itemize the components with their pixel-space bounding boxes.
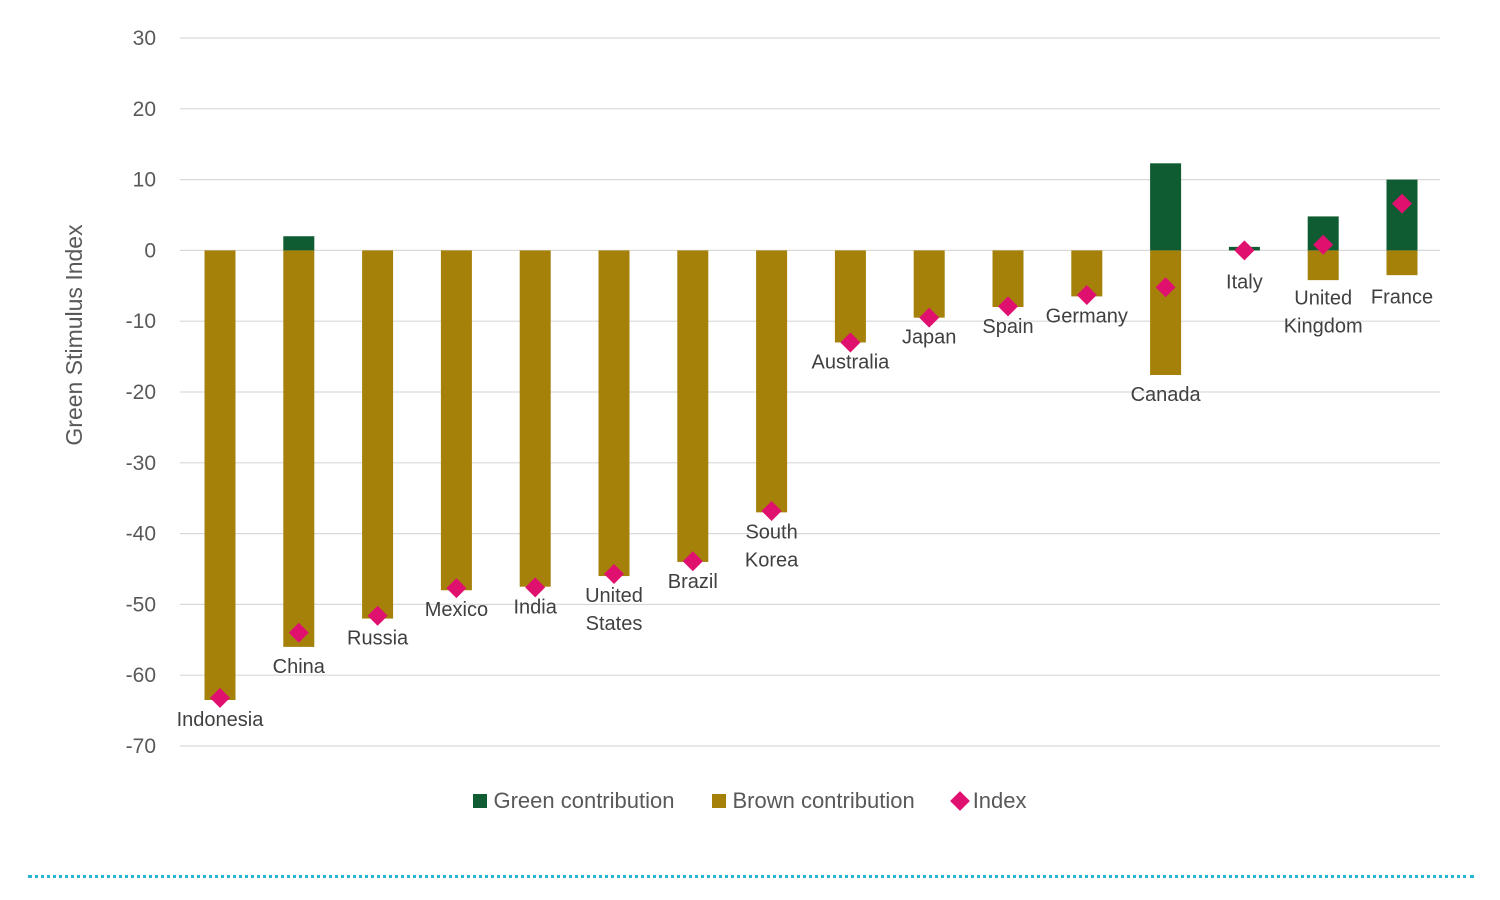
brown-bar <box>1150 250 1182 376</box>
legend-index-label: Index <box>972 788 1027 813</box>
category-label: Italy <box>1226 271 1263 293</box>
y-tick-label: -60 <box>126 664 156 687</box>
index-marker <box>1234 240 1255 261</box>
legend-index[interactable]: Index <box>949 788 1027 814</box>
category-label: United States <box>585 585 643 635</box>
green-bar <box>283 236 315 251</box>
brown-bar <box>913 250 945 318</box>
index-marker <box>919 307 940 328</box>
category-label: Spain <box>982 316 1033 338</box>
index-marker <box>367 605 388 626</box>
y-tick-label: -10 <box>126 310 156 333</box>
y-axis-ticks: 30 20 10 0 -10 -20 -30 -40 -50 -60 -70 <box>126 27 156 758</box>
brown-bar <box>204 250 236 700</box>
legend-brown[interactable]: Brown contribution <box>712 788 915 814</box>
category-label: South Korea <box>745 521 799 571</box>
index-marker <box>604 563 624 584</box>
index-marker <box>840 332 861 353</box>
index-marker <box>1392 193 1412 214</box>
legend-green-label: Green contribution <box>493 788 675 813</box>
index-marker <box>288 622 309 643</box>
index-marker <box>1313 234 1334 255</box>
y-axis-label: Green Stimulus Index <box>61 224 87 446</box>
index-marker <box>1076 285 1097 306</box>
brown-swatch <box>712 794 727 808</box>
y-tick-label: 0 <box>144 239 156 262</box>
y-tick-label: -70 <box>126 735 156 758</box>
index-marker <box>761 500 782 521</box>
y-tick-label: 30 <box>133 27 156 50</box>
diamond-icon <box>949 791 970 811</box>
dotted-divider <box>28 875 1474 878</box>
brown-bar <box>677 250 709 562</box>
brown-bar <box>834 250 866 343</box>
category-labels: Indonesia China Russia Mexico India United Sta… <box>177 271 1434 731</box>
green-bar <box>1150 163 1182 251</box>
category-label: Germany <box>1046 305 1128 327</box>
index-marker <box>446 578 467 599</box>
green-swatch <box>473 794 488 808</box>
category-label: Australia <box>811 351 890 373</box>
y-tick-label: 10 <box>133 169 156 192</box>
index-marker <box>525 577 546 598</box>
brown-bar <box>756 250 788 513</box>
index-marker <box>1155 277 1176 298</box>
category-label: Indonesia <box>177 709 265 731</box>
category-label: Russia <box>347 628 409 650</box>
index-marker <box>210 687 230 708</box>
legend-brown-label: Brown contribution <box>732 788 915 813</box>
category-label: France <box>1371 286 1433 308</box>
category-label: Brazil <box>668 571 718 593</box>
category-label: India <box>514 596 558 618</box>
brown-bar <box>1307 250 1339 281</box>
index-marker <box>682 551 703 572</box>
brown-bar <box>598 250 630 577</box>
green-bar <box>1386 179 1418 251</box>
brown-bar <box>283 250 315 647</box>
y-tick-label: -40 <box>126 523 156 546</box>
legend: Green contribution Brown contribution In… <box>0 788 1500 814</box>
y-tick-label: -30 <box>126 452 156 475</box>
brown-bar <box>440 250 472 591</box>
legend-green[interactable]: Green contribution <box>473 788 674 814</box>
brown-bar <box>1386 250 1418 276</box>
y-tick-label: -50 <box>126 593 156 616</box>
brown-bar <box>362 250 394 619</box>
bars <box>204 163 1418 700</box>
category-label: China <box>273 656 326 678</box>
category-label: Japan <box>902 327 957 349</box>
y-tick-label: -20 <box>126 381 156 404</box>
category-label: Mexico <box>425 599 488 621</box>
index-markers <box>210 193 1412 708</box>
index-marker <box>998 296 1018 317</box>
brown-bar <box>519 250 551 587</box>
category-label: United Kingdom <box>1284 287 1363 337</box>
category-label: Canada <box>1131 384 1202 406</box>
y-tick-label: 20 <box>133 98 156 121</box>
chart: 30 20 10 0 -10 -20 -30 -40 -50 -60 -70 Green Stimu… <box>61 27 1440 758</box>
